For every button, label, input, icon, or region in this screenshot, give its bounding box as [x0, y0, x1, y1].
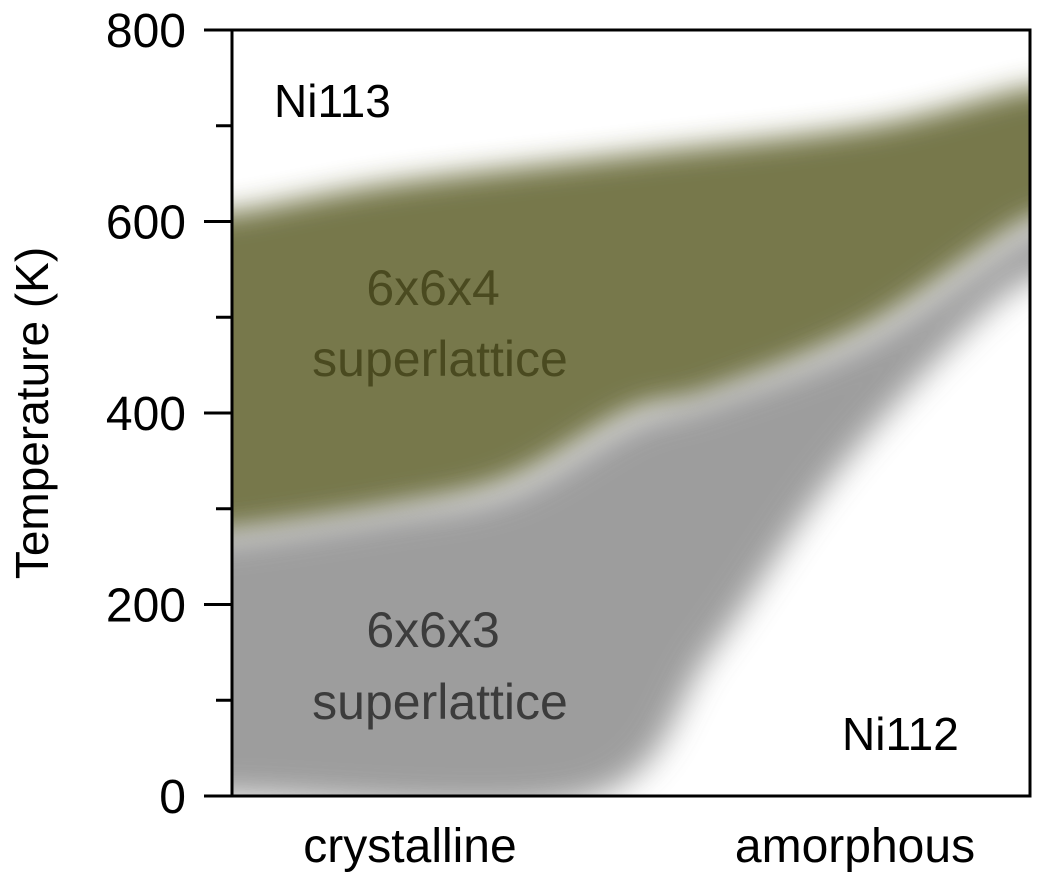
region-label-6x6x3: 6x6x3 superlattice [312, 602, 568, 730]
y-tick-label-200: 200 [106, 580, 186, 633]
y-tick-label-0: 0 [159, 771, 186, 824]
y-axis-title: Temperature (K) [6, 247, 58, 579]
y-tick-label-400: 400 [106, 388, 186, 441]
x-category-amorphous: amorphous [735, 820, 975, 873]
region-label-6x6x3-line1: 6x6x3 [366, 602, 499, 658]
region-6x6x4 [232, 87, 1030, 533]
region-6x6x3 [232, 231, 1030, 796]
phase-label-ni113: Ni113 [274, 75, 391, 127]
region-label-6x6x4: 6x6x4 superlattice [312, 260, 568, 387]
phase-label-ni112: Ni112 [842, 708, 959, 760]
y-tick-label-600: 600 [106, 197, 186, 250]
phase-regions [232, 87, 1030, 796]
region-label-6x6x4-line1: 6x6x4 [366, 260, 499, 316]
y-axis-ticks: 0 200 400 600 800 [106, 5, 232, 824]
y-tick-label-800: 800 [106, 5, 186, 58]
region-label-6x6x4-line2: superlattice [312, 331, 568, 387]
region-label-6x6x3-line2: superlattice [312, 674, 568, 730]
x-category-crystalline: crystalline [303, 820, 516, 873]
